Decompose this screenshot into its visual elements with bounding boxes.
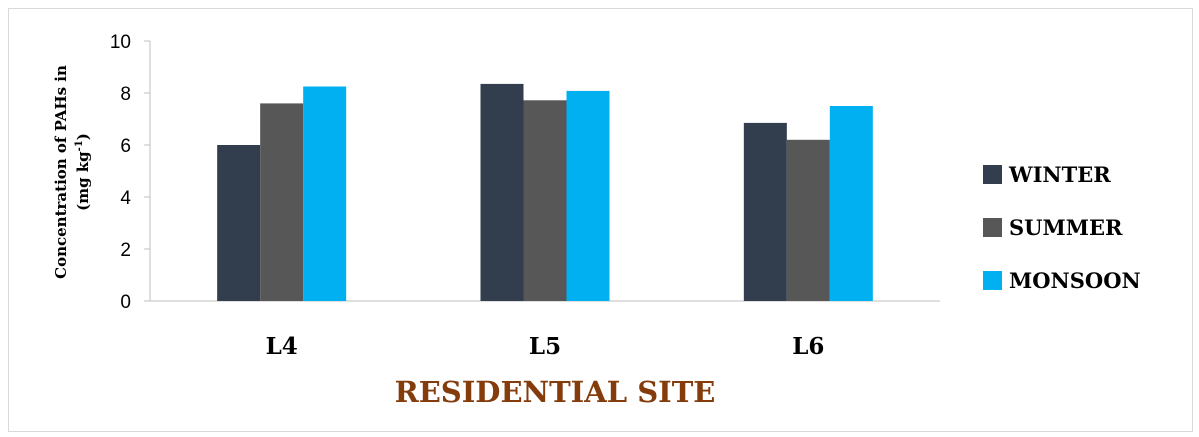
y-tick-label: 0 xyxy=(120,292,131,313)
y-axis-title: Concentration of PAHs in (mg kg-1) xyxy=(52,65,92,279)
y-tick-label: 6 xyxy=(120,136,131,157)
y-tick-label: 8 xyxy=(120,84,131,105)
legend: WINTER SUMMER MONSOON xyxy=(983,162,1141,293)
bar-winter-l6 xyxy=(743,122,787,302)
legend-label-winter: WINTER xyxy=(1008,162,1111,187)
bar-monsoon-l4 xyxy=(303,86,347,301)
y-tick-label: 10 xyxy=(110,32,131,53)
legend-label-monsoon: MONSOON xyxy=(1009,268,1141,293)
bar-summer-l5 xyxy=(523,100,567,301)
y-axis-title-line1: Concentration of PAHs in xyxy=(52,65,70,279)
y-axis-title-close: ) xyxy=(74,133,92,140)
x-axis-title: RESIDENTIAL SITE xyxy=(395,375,716,409)
category-labels: L4 L5 L6 xyxy=(266,333,825,360)
bar-monsoon-l6 xyxy=(829,106,873,301)
bar-winter-l5 xyxy=(480,83,524,302)
bars xyxy=(217,83,873,302)
legend-swatch-monsoon xyxy=(983,271,1002,290)
legend-swatch-summer xyxy=(983,218,1002,237)
category-label-l4: L4 xyxy=(266,333,298,360)
y-axis-title-sup: -1 xyxy=(74,140,85,151)
bar-summer-l4 xyxy=(260,103,304,302)
y-tick-label: 2 xyxy=(120,240,131,261)
y-axis-title-line2: (mg kg-1) xyxy=(74,133,92,211)
y-axis-title-unit: (mg kg xyxy=(74,151,92,211)
bar-monsoon-l5 xyxy=(566,90,610,301)
y-tick-label: 4 xyxy=(120,188,131,209)
y-tick-labels: 0 2 4 6 8 10 xyxy=(110,32,150,313)
bar-summer-l6 xyxy=(786,139,830,301)
legend-swatch-winter xyxy=(983,165,1002,184)
category-label-l6: L6 xyxy=(792,333,824,360)
category-label-l5: L5 xyxy=(529,333,561,360)
bar-winter-l4 xyxy=(217,145,261,301)
legend-label-summer: SUMMER xyxy=(1009,215,1123,240)
